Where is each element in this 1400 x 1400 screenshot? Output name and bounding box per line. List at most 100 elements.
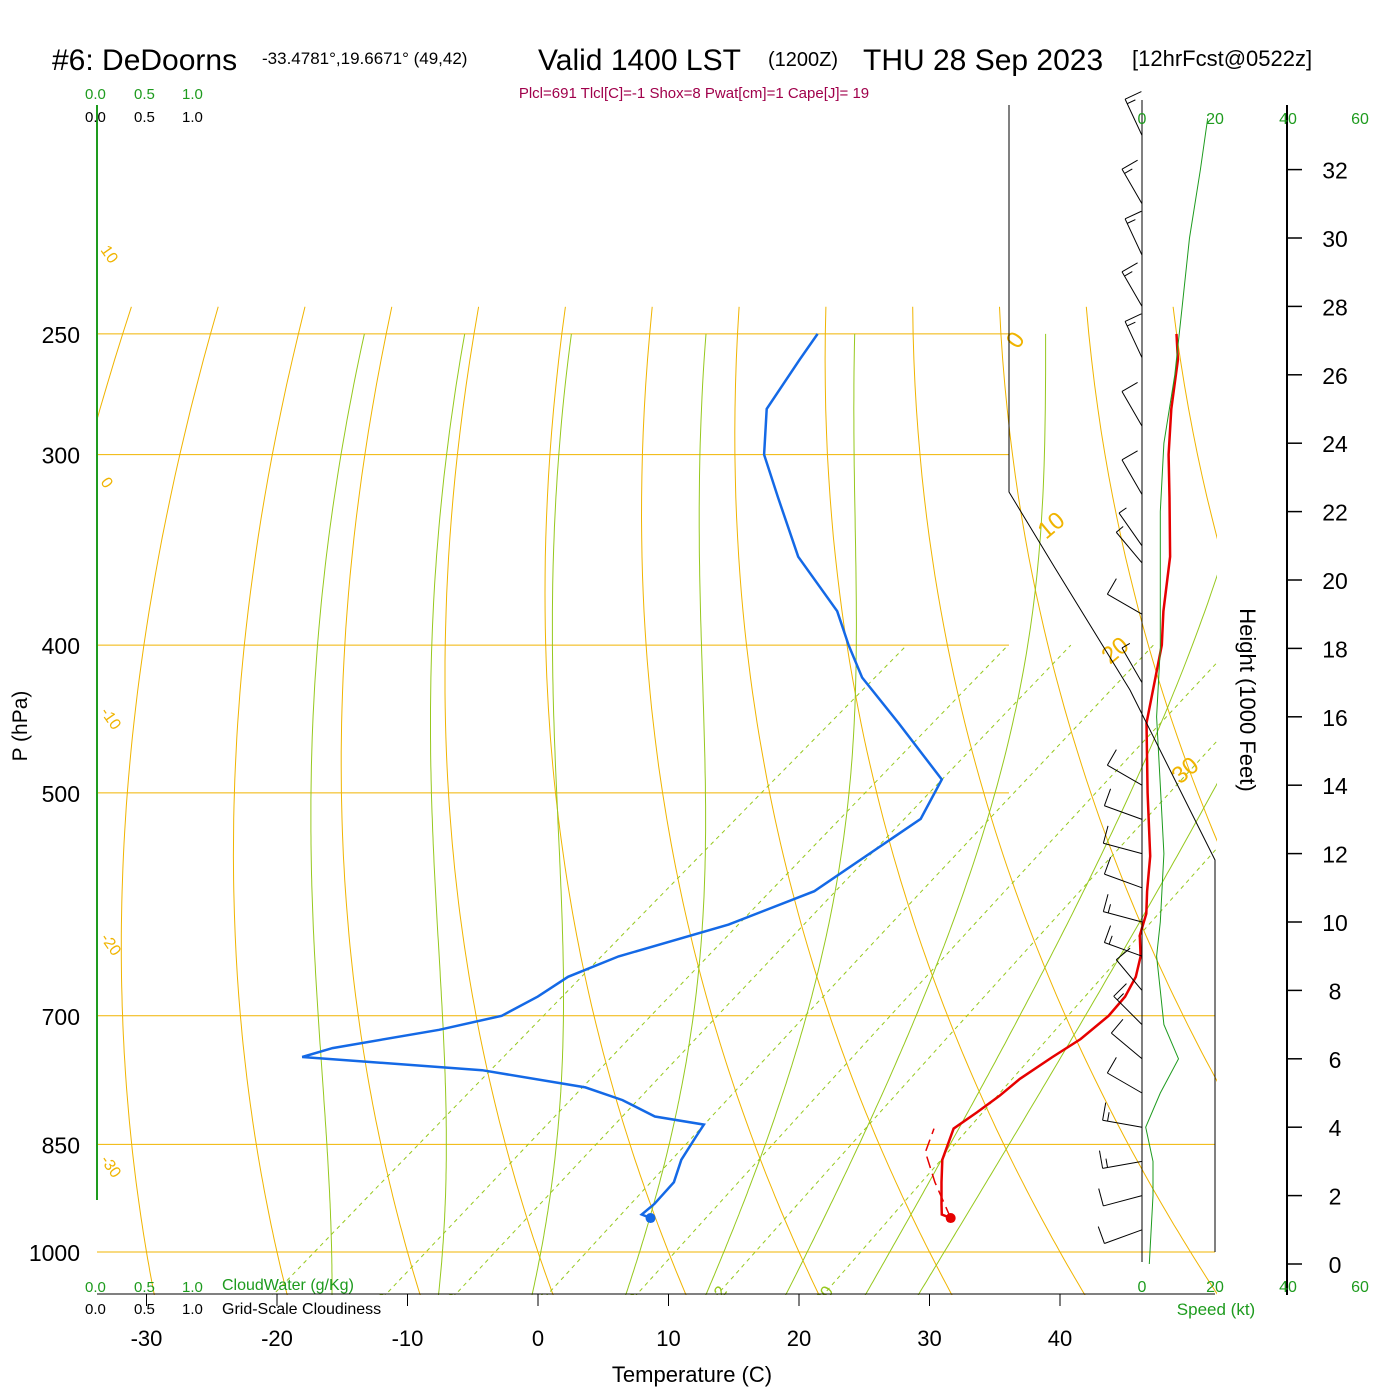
- dry-adiabat-line: [1085, 306, 1217, 842]
- wind-barb-shaft: [1107, 1072, 1143, 1094]
- dewpoint-line: [301, 333, 944, 1220]
- wind-barb-flag: [1124, 168, 1133, 174]
- cloudwater-scale-0: 0.0: [85, 1279, 106, 1296]
- pressure-tick-label: 250: [42, 322, 80, 348]
- wind-barb-flag: [1102, 894, 1109, 912]
- cloudiness-label: Grid-Scale Cloudiness: [222, 1301, 381, 1318]
- mixing-ratio-line: [635, 661, 1217, 1295]
- valid-time: Valid 1400 LST: [538, 44, 741, 77]
- pressure-tick-label: 700: [42, 1004, 80, 1030]
- wind-barb-flag: [1121, 450, 1138, 461]
- axes: -30 -20 -10 0 10 20 30 402503004005007008501000…: [29, 105, 1348, 1351]
- dry-adiabat-line: [824, 306, 1086, 1295]
- height-tick-label: 30: [1322, 226, 1348, 252]
- dry-adiabat-line: [1260, 307, 1400, 1315]
- cloudwater-scale-05-top: 0.5: [134, 86, 155, 103]
- speed-scale-bottom-60: 60: [1351, 1279, 1369, 1296]
- moist-adiabat-line: [310, 333, 365, 1295]
- wind-barb-shaft: [1104, 805, 1143, 820]
- height-tick-label: 32: [1322, 158, 1348, 184]
- parcel-line: [924, 1128, 952, 1219]
- wind-barb-shaft: [1121, 647, 1143, 683]
- dry-adiabat-line: [444, 306, 554, 1295]
- wind-barb-flag: [1108, 935, 1113, 945]
- dry-adiabat-line: [734, 306, 953, 1295]
- x-tick-label: 10: [656, 1326, 680, 1351]
- skewt-boundary-line: [1008, 105, 1216, 1252]
- x-tick-label: -20: [261, 1326, 293, 1351]
- wind-barb-shaft: [1102, 1160, 1143, 1169]
- cloudiness-scale-05: 0.5: [134, 1301, 155, 1318]
- wind-barb-flag: [1121, 262, 1138, 273]
- x-tick-label: 0: [532, 1326, 544, 1351]
- wind-barb-flag: [1126, 99, 1136, 105]
- x-tick-label: 20: [787, 1326, 811, 1351]
- utc-time: (1200Z): [768, 49, 838, 71]
- height-tick-label: 0: [1329, 1252, 1342, 1278]
- wind-barb-flag: [1106, 578, 1117, 595]
- x-tick-label: 40: [1048, 1326, 1072, 1351]
- speed-scale-bottom-0: 0: [1138, 1279, 1147, 1296]
- wind-barb-shaft: [1111, 1032, 1143, 1060]
- cloudiness-scale-0: 0.0: [85, 1301, 106, 1318]
- mixing-ratio-line: [384, 644, 1009, 1295]
- moist-adiabat-line: [864, 574, 1217, 1295]
- wind-barb-shaft: [1113, 995, 1143, 1025]
- x-tick-label: -10: [392, 1326, 424, 1351]
- wind-barb-shaft: [1118, 512, 1143, 547]
- wind-barb-shaft: [1107, 764, 1143, 786]
- pressure-tick-label: 500: [42, 781, 80, 807]
- wind-barb-shaft: [1104, 873, 1143, 889]
- wind-barb-flag: [1124, 313, 1142, 322]
- height-tick-label: 16: [1322, 705, 1348, 731]
- wind-barb-shaft: [1103, 1195, 1143, 1207]
- station-title: #6: DeDoorns: [52, 44, 237, 77]
- dry-adiabat-label: 0: [97, 475, 116, 492]
- wind-barb-flag: [1106, 749, 1117, 766]
- wind-barbs: [1097, 91, 1209, 1265]
- dry-adiabat-line: [0, 307, 45, 1315]
- moist-adiabat-line: [785, 333, 1047, 1295]
- height-tick-label: 18: [1322, 636, 1348, 662]
- wind-barb-flag: [1126, 321, 1136, 327]
- dry-adiabat-line: [640, 306, 820, 1295]
- dry-adiabat-label: 10: [1033, 507, 1071, 545]
- wind-barb-flag: [1110, 1018, 1124, 1034]
- pressure-tick-label: 850: [42, 1132, 80, 1158]
- stability-indices: Plcl=691 Tlcl[C]=-1 Shox=8 Pwat[cm]=1 Ca…: [519, 85, 869, 102]
- wind-barb-flag: [1105, 1158, 1109, 1168]
- moist-adiabat-line: [625, 333, 707, 1295]
- wind-barb-shaft: [1124, 98, 1143, 136]
- wind-barb-shaft: [1104, 942, 1143, 957]
- speed-scale-bottom-20: 20: [1206, 1279, 1224, 1296]
- speed-scale-top-20: 20: [1206, 111, 1224, 128]
- mixing-ratio-line: [822, 847, 1217, 1295]
- height-tick-label: 22: [1322, 500, 1348, 526]
- wind-barb-flag: [1103, 788, 1112, 806]
- wind-barb-flag: [1098, 1188, 1104, 1207]
- pressure-tick-label: 400: [42, 633, 80, 659]
- cloudwater-scale-1-top: 1.0: [182, 86, 203, 103]
- mixing-ratio-label: 12: [705, 1282, 731, 1308]
- station-coords: -33.4781°,19.6671° (49,42): [262, 49, 467, 68]
- wind-barb-flag: [1124, 91, 1142, 100]
- x-tick-label: -30: [131, 1326, 163, 1351]
- wind-barb-shaft: [1121, 168, 1143, 205]
- mixing-ratio-line: [716, 740, 1217, 1295]
- wind-barb-flag: [1107, 904, 1112, 914]
- wind-barb-shaft: [1115, 531, 1143, 564]
- wind-barb-flag: [1107, 1112, 1110, 1122]
- speed-scale-top-60: 60: [1351, 111, 1369, 128]
- speed-axis-label: Speed (kt): [1177, 1300, 1255, 1319]
- height-tick-label: 26: [1322, 363, 1348, 389]
- mixing-ratio-label: 8: [624, 1290, 645, 1309]
- speed-scale-top-0: 0: [1138, 111, 1147, 128]
- height-tick-label: 24: [1322, 431, 1348, 457]
- wind-barb-flag: [1116, 993, 1124, 1001]
- temperature-line: [940, 333, 1180, 1220]
- wind-barb-flag: [1115, 526, 1124, 533]
- dry-adiabat-label: -20: [97, 931, 124, 960]
- wind-barb-shaft: [1103, 911, 1143, 923]
